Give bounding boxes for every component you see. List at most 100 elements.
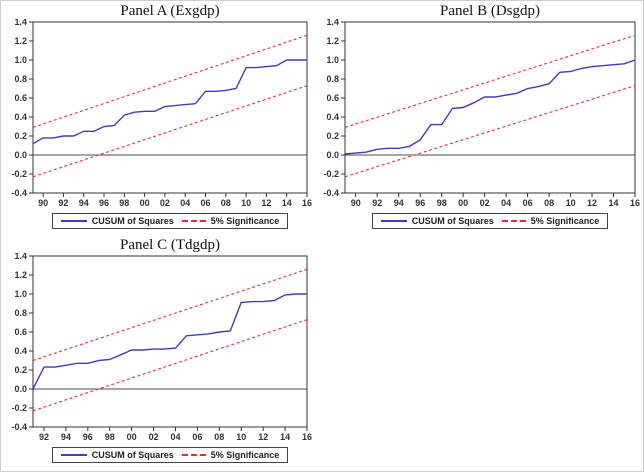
panel-c: Panel C (Tdgdp) -0.4 -0.2 0.0 0.2 0.4 0.6 0.8 1… — [3, 237, 319, 463]
y-tick-label: 0.4 — [14, 112, 27, 122]
y-tick-label: 0.2 — [326, 131, 339, 141]
x-tick-label: 08 — [544, 198, 554, 208]
plot-border — [32, 21, 308, 194]
y-tick-label: 0.6 — [14, 93, 27, 103]
panel-a-plot: -0.4 -0.2 0.0 0.2 0.4 0.6 0.8 1.0 1.2 1.4 90 92 94 96… — [11, 19, 312, 208]
x-tick-label: 98 — [119, 198, 129, 208]
x-tick-label: 04 — [501, 198, 511, 208]
plot-border — [32, 255, 308, 428]
y-tick-label: 1.2 — [326, 36, 339, 46]
y-tick-label: 1.0 — [14, 289, 27, 299]
panel-c-legend: CUSUM of Squares 5% Significance — [3, 447, 319, 463]
y-tick-label: 1.4 — [14, 19, 27, 27]
x-tick-label: 04 — [170, 432, 180, 442]
y-tick-label: 0.2 — [14, 365, 27, 375]
plot-group: -0.4 -0.2 0.0 0.2 0.4 0.6 0.8 1.0 1.2 1.4 90 92 94 96… — [323, 19, 640, 208]
x-tick-label: 96 — [99, 198, 109, 208]
y-tick-label: -0.4 — [323, 188, 339, 198]
x-tick-label: 06 — [192, 432, 202, 442]
x-tick-label: 92 — [39, 432, 49, 442]
legend-cusum-label: CUSUM of Squares — [411, 216, 494, 226]
plot-group: -0.4 -0.2 0.0 0.2 0.4 0.6 0.8 1.0 1.2 1.4 92 94 96 98… — [11, 253, 312, 442]
significance-line — [32, 319, 308, 412]
panel-b-title: Panel B (Dsgdp) — [440, 3, 540, 19]
legend-significance-label: 5% Significance — [530, 216, 600, 226]
y-tick-label: -0.2 — [323, 169, 339, 179]
plot-border — [344, 21, 636, 194]
significance-line — [344, 85, 636, 178]
y-tick-label: 0.6 — [326, 93, 339, 103]
y-tick-label: 0.2 — [14, 131, 27, 141]
x-tick-label: 12 — [261, 198, 271, 208]
x-tick-label: 94 — [61, 432, 71, 442]
x-tick-label: 92 — [372, 198, 382, 208]
x-tick-label: 10 — [236, 432, 246, 442]
legend-item-cusum: CUSUM of Squares — [380, 216, 494, 226]
significance-line — [32, 85, 308, 178]
legend-significance-label: 5% Significance — [210, 216, 280, 226]
x-tick-label: 16 — [630, 198, 640, 208]
legend-item-significance: 5% Significance — [181, 216, 280, 226]
y-tick-label: 1.4 — [14, 253, 27, 261]
y-tick-label: -0.2 — [11, 169, 27, 179]
x-tick-label: 02 — [160, 198, 170, 208]
cusum-line-swatch-icon — [60, 220, 87, 222]
significance-line — [32, 268, 308, 362]
x-tick-label: 10 — [241, 198, 251, 208]
panel-b-plot: -0.4 -0.2 0.0 0.2 0.4 0.6 0.8 1.0 1.2 1.4 90 92 94 96… — [323, 19, 640, 208]
y-tick-label: -0.4 — [11, 422, 27, 432]
y-tick-label: 1.2 — [14, 270, 27, 280]
significance-line-swatch-icon — [181, 454, 206, 456]
significance-line — [344, 34, 636, 128]
significance-line-swatch-icon — [181, 220, 206, 222]
y-tick-label: -0.2 — [11, 403, 27, 413]
legend-cusum-label: CUSUM of Squares — [91, 450, 174, 460]
panel-b-legend: CUSUM of Squares 5% Significance — [319, 213, 643, 229]
legend-cusum-label: CUSUM of Squares — [91, 216, 174, 226]
x-tick-label: 96 — [83, 432, 93, 442]
x-tick-label: 96 — [415, 198, 425, 208]
x-tick-label: 06 — [200, 198, 210, 208]
legend-box: CUSUM of Squares 5% Significance — [51, 213, 289, 229]
panel-a: Panel A (Exgdp) -0.4 -0.2 0.0 0.2 0.4 0.6 0.8 1… — [3, 3, 319, 229]
x-tick-label: 10 — [566, 198, 576, 208]
y-tick-label: 0.6 — [14, 327, 27, 337]
y-tick-label: 0.8 — [14, 308, 27, 318]
legend-box: CUSUM of Squares 5% Significance — [51, 447, 289, 463]
y-tick-label: 0.0 — [14, 384, 27, 394]
x-tick-label: 08 — [214, 432, 224, 442]
y-tick-label: 1.2 — [14, 36, 27, 46]
legend-item-significance: 5% Significance — [181, 450, 280, 460]
x-tick-label: 00 — [127, 432, 137, 442]
x-tick-label: 16 — [302, 198, 312, 208]
x-tick-label: 94 — [79, 198, 89, 208]
significance-line-swatch-icon — [501, 220, 526, 222]
panel-c-title: Panel C (Tdgdp) — [120, 237, 220, 253]
cusum-line-swatch-icon — [380, 220, 407, 222]
y-tick-label: 1.4 — [326, 19, 339, 27]
bottom-row: Panel C (Tdgdp) -0.4 -0.2 0.0 0.2 0.4 0.6 0.8 1… — [3, 237, 643, 463]
x-tick-label: 16 — [302, 432, 312, 442]
x-tick-label: 94 — [394, 198, 404, 208]
cusum-line-swatch-icon — [60, 454, 87, 456]
x-tick-label: 92 — [58, 198, 68, 208]
x-tick-label: 14 — [282, 198, 292, 208]
cusum-line — [32, 59, 307, 145]
x-tick-label: 06 — [523, 198, 533, 208]
y-tick-label: 0.8 — [326, 74, 339, 84]
y-tick-label: 0.4 — [326, 112, 339, 122]
legend-item-significance: 5% Significance — [501, 216, 600, 226]
x-tick-label: 00 — [458, 198, 468, 208]
panel-c-plot: -0.4 -0.2 0.0 0.2 0.4 0.6 0.8 1.0 1.2 1.4 92 94 96 98… — [11, 253, 312, 442]
cusum-line — [32, 293, 307, 390]
cusum-line — [344, 59, 636, 155]
y-tick-label: 0.0 — [326, 150, 339, 160]
legend-significance-label: 5% Significance — [210, 450, 280, 460]
y-tick-label: 0.8 — [14, 74, 27, 84]
panel-b: Panel B (Dsgdp) -0.4 -0.2 0.0 0.2 0.4 0.6 0.8 1… — [319, 3, 643, 229]
y-tick-label: 0.4 — [14, 346, 27, 356]
legend-item-cusum: CUSUM of Squares — [60, 450, 174, 460]
x-tick-label: 12 — [587, 198, 597, 208]
x-tick-label: 90 — [38, 198, 48, 208]
x-tick-label: 90 — [351, 198, 361, 208]
